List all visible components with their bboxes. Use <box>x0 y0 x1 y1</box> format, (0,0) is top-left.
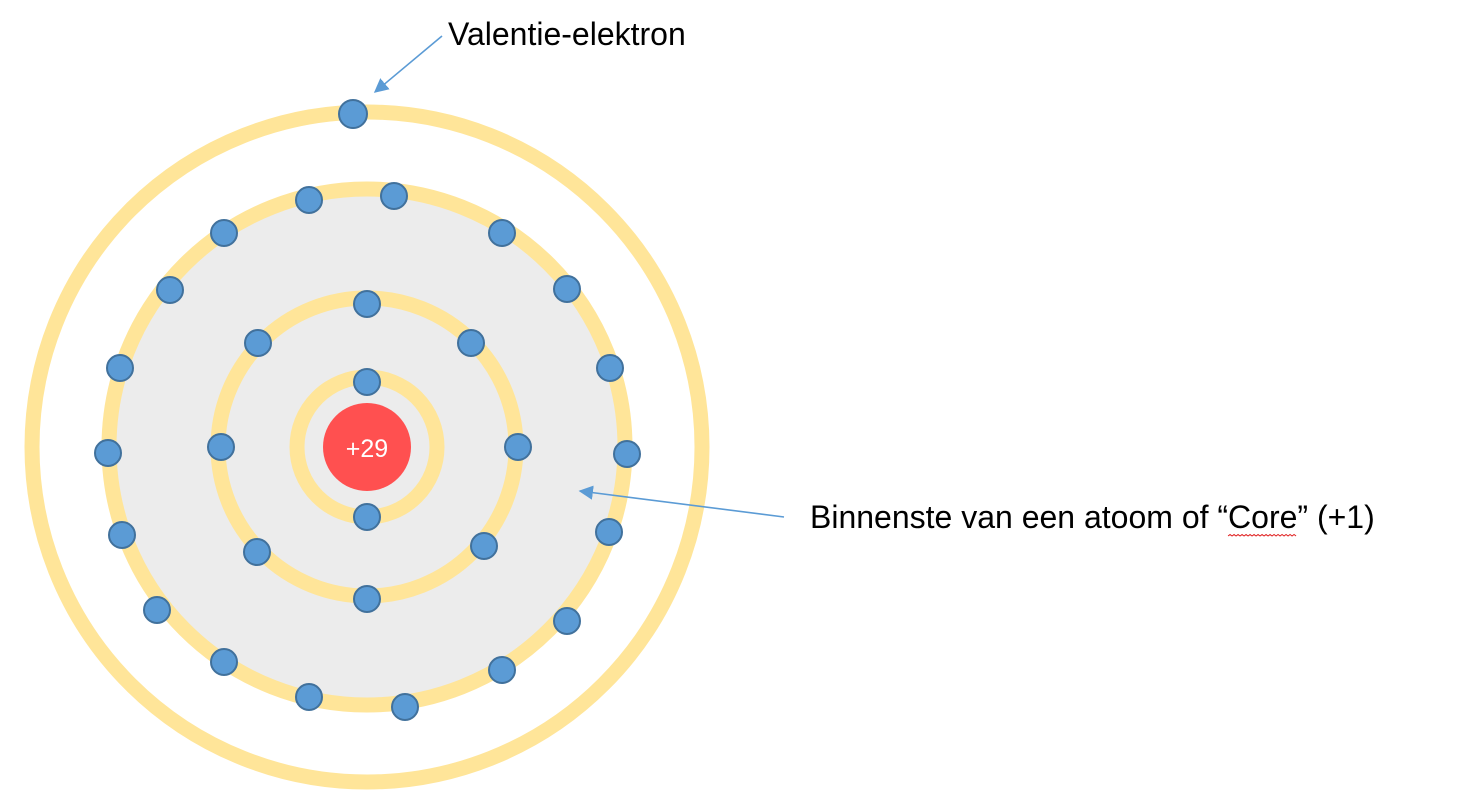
electron <box>504 433 532 461</box>
electron <box>488 656 516 684</box>
electron <box>613 440 641 468</box>
electron <box>243 538 271 566</box>
electron <box>156 276 184 304</box>
shell-3-electrons <box>94 182 641 721</box>
nucleus-charge: +29 <box>346 435 388 463</box>
shell-2-electrons <box>207 290 532 613</box>
shell-1-electrons <box>353 368 381 531</box>
electron <box>553 275 581 303</box>
electron <box>207 433 235 461</box>
electron <box>295 186 323 214</box>
electron <box>94 439 122 467</box>
electron <box>106 354 134 382</box>
electron <box>353 585 381 613</box>
electron <box>488 219 516 247</box>
core-label: Binnenste van een atoom of “Core” (+1) <box>810 499 1375 535</box>
valence-arrow <box>373 35 443 93</box>
electron <box>108 521 136 549</box>
electron <box>553 607 581 635</box>
electron <box>353 290 381 318</box>
electron <box>457 329 485 357</box>
electron <box>210 648 238 676</box>
electron <box>470 532 498 560</box>
electron <box>353 503 381 531</box>
nucleus <box>323 403 411 491</box>
electron <box>244 329 272 357</box>
electron <box>595 518 623 546</box>
electron <box>143 596 171 624</box>
valence-electron <box>338 99 368 129</box>
spellcheck-underline <box>1227 533 1297 537</box>
valence-electron-label: Valentie-elektron <box>448 16 686 52</box>
electron <box>380 182 408 210</box>
electron <box>210 219 238 247</box>
electron <box>353 368 381 396</box>
electron <box>596 354 624 382</box>
electron <box>295 683 323 711</box>
electron <box>391 693 419 721</box>
core-arrow <box>578 485 785 518</box>
